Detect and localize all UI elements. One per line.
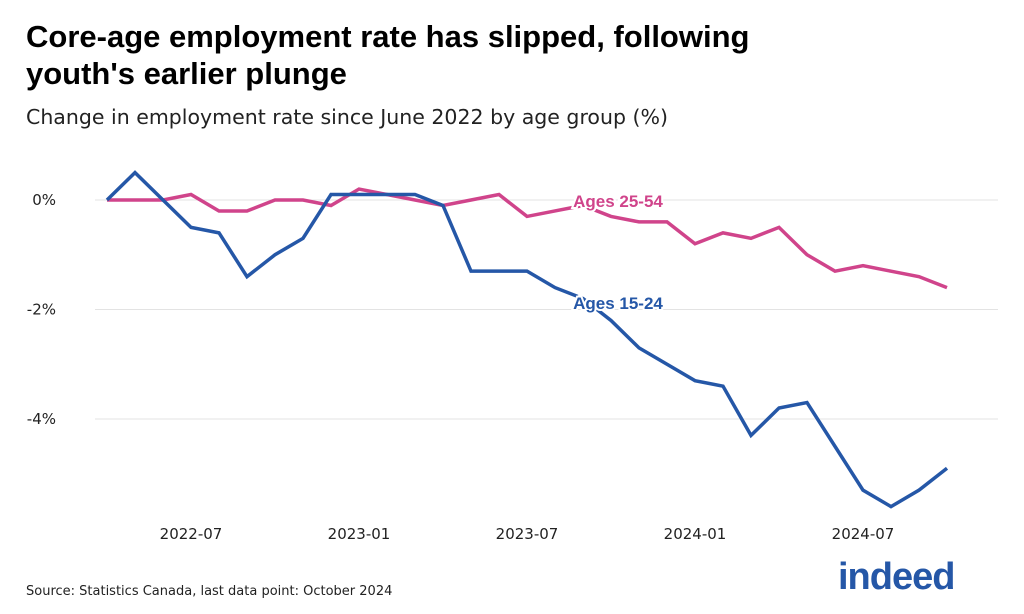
y-tick-label: -2% [27, 301, 56, 319]
x-tick-label: 2023-01 [328, 525, 391, 543]
series-line-ages-25-54 [107, 187, 948, 290]
x-tick-label: 2024-07 [832, 525, 895, 543]
source-note: Source: Statistics Canada, last data poi… [26, 584, 393, 599]
indeed-logo: indeed [838, 556, 955, 598]
y-tick-label: 0% [32, 191, 56, 209]
chart-title: Core-age employment rate has slipped, fo… [26, 19, 750, 91]
x-tick-label: 2024-01 [664, 525, 727, 543]
y-tick-label: -4% [27, 410, 56, 428]
x-tick-label: 2023-07 [496, 525, 559, 543]
series-label: Ages 25-54 [573, 192, 663, 211]
chart-subtitle: Change in employment rate since June 202… [26, 105, 668, 129]
x-tick-label: 2022-07 [160, 525, 223, 543]
series-line-ages-15-24 [105, 170, 949, 509]
series-label: Ages 15-24 [573, 294, 663, 313]
